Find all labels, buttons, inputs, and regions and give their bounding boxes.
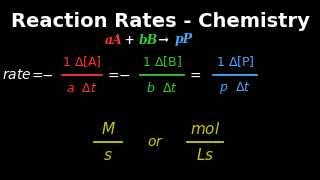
Text: $\mathit{rate}$: $\mathit{rate}$: [2, 68, 32, 82]
Text: Reaction Rates - Chemistry: Reaction Rates - Chemistry: [11, 12, 309, 31]
Text: $\mathit{Ls}$: $\mathit{Ls}$: [196, 147, 214, 163]
Text: $=$: $=$: [105, 68, 119, 82]
Text: $a\ \ \Delta t$: $a\ \ \Delta t$: [66, 82, 98, 94]
Text: bB: bB: [139, 33, 158, 46]
Text: $1\ \Delta[\mathrm{P}]$: $1\ \Delta[\mathrm{P}]$: [216, 55, 254, 69]
Text: $1\ \Delta[\mathrm{B}]$: $1\ \Delta[\mathrm{B}]$: [142, 55, 182, 69]
Text: →: →: [154, 33, 173, 46]
Text: $b\ \ \Delta t$: $b\ \ \Delta t$: [146, 81, 178, 95]
Text: $1\ \Delta[\mathrm{A}]$: $1\ \Delta[\mathrm{A}]$: [62, 55, 102, 69]
Text: pP: pP: [175, 33, 193, 46]
Text: $\mathit{s}$: $\mathit{s}$: [103, 147, 113, 163]
Text: $\mathit{M}$: $\mathit{M}$: [100, 121, 116, 137]
Text: aA: aA: [105, 33, 123, 46]
Text: $-$: $-$: [41, 68, 53, 82]
Text: $-$: $-$: [118, 68, 130, 82]
Text: $\mathit{mol}$: $\mathit{mol}$: [190, 121, 220, 137]
Text: $=$: $=$: [187, 68, 201, 82]
Text: $\mathit{or}$: $\mathit{or}$: [147, 135, 164, 149]
Text: $p\ \ \Delta t$: $p\ \ \Delta t$: [219, 80, 251, 96]
Text: +: +: [120, 33, 139, 46]
Text: $=$: $=$: [28, 68, 44, 82]
